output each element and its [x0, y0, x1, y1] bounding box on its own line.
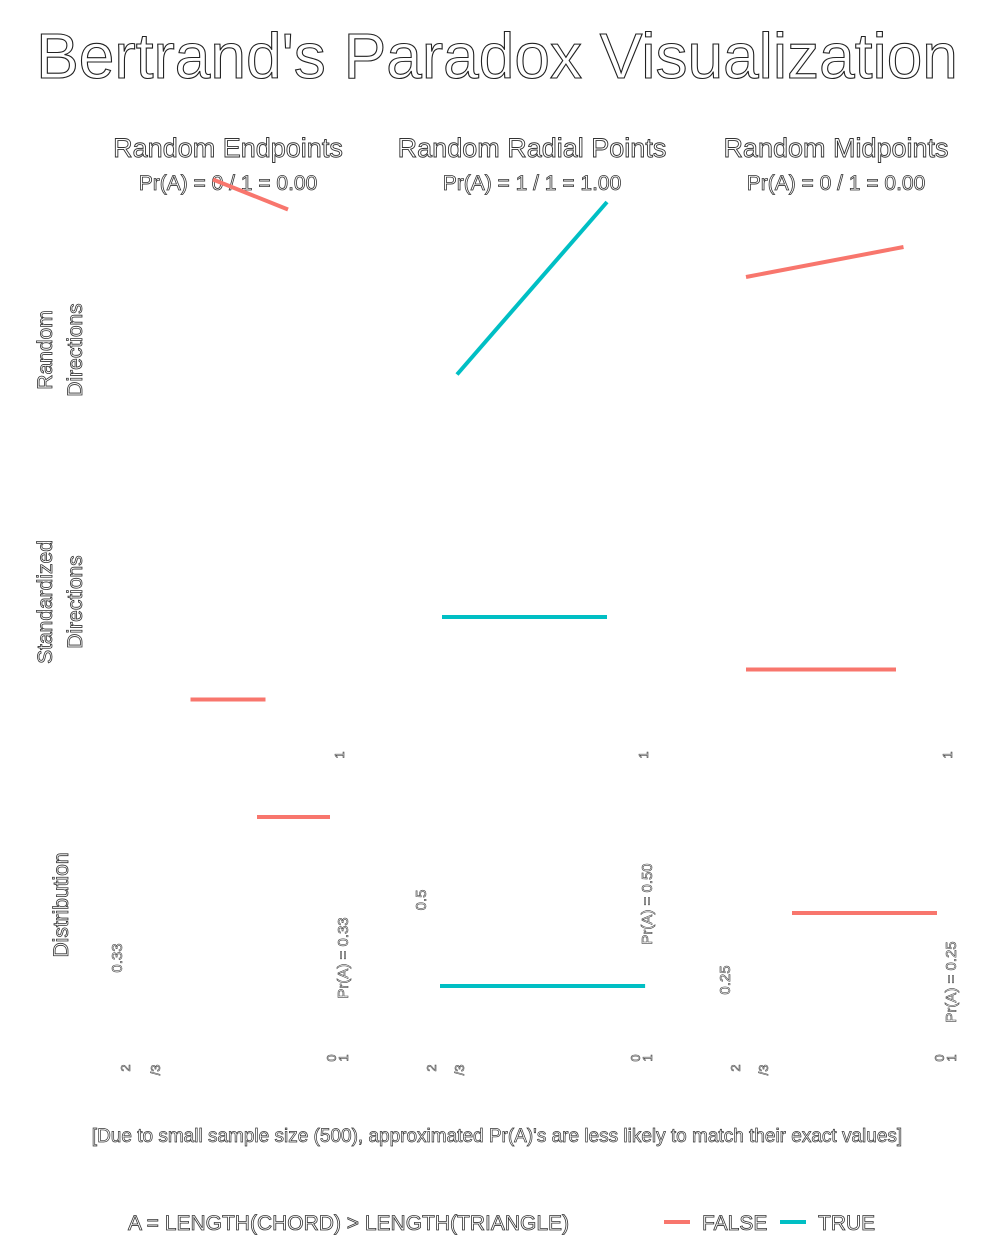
- legend-label-true: TRUE: [818, 1212, 875, 1235]
- chord-segment: [455, 200, 609, 376]
- tick-label: 1: [944, 1054, 959, 1061]
- column-title-endpoints: Random Endpoints: [113, 133, 343, 163]
- tick-label: 1: [332, 751, 347, 758]
- tick-label: 1: [336, 1054, 351, 1061]
- tick-label: 0: [628, 1054, 643, 1061]
- marker-label-endpoints: 0.33: [109, 943, 126, 972]
- tick-label: 1: [640, 1054, 655, 1061]
- annotation-midpoints: Pr(A) = 0.25: [943, 941, 960, 1022]
- annotation-endpoints: Pr(A) = 0.33: [335, 917, 352, 998]
- marker-label-midpoints: 0.25: [717, 965, 734, 994]
- tick-label: /3: [148, 1065, 163, 1076]
- tick-label: /3: [452, 1065, 467, 1076]
- marker-label-radial: 0.5: [413, 890, 430, 911]
- legend-label-false: FALSE: [702, 1212, 767, 1235]
- column-subtitle-radial: Pr(A) = 1 / 1 = 1.00: [443, 172, 622, 195]
- row-label-standardized-2: Directions: [64, 555, 87, 648]
- annotation-radial: Pr(A) = 0.50: [639, 863, 656, 944]
- chord-segment: [212, 177, 289, 212]
- row-label-random-2: Directions: [64, 303, 87, 396]
- legend: A = LENGTH(CHORD) > LENGTH(TRIANGLE) FAL…: [128, 1212, 876, 1236]
- column-title-radial: Random Radial Points: [398, 133, 667, 163]
- column-subtitle-midpoints: Pr(A) = 0 / 1 = 0.00: [747, 172, 926, 195]
- row-label-random-1: Random: [34, 310, 57, 389]
- tick-label: 1: [940, 751, 955, 758]
- tick-label: 0: [324, 1054, 339, 1061]
- tick-label: 2: [728, 1064, 743, 1071]
- chord-segment: [745, 245, 904, 279]
- chord-segments: [190, 177, 937, 988]
- chart-title: Bertrand's Paradox Visualization: [36, 20, 958, 92]
- row-label-standardized-1: Standardized: [34, 540, 57, 664]
- row-label-distribution: Distribution: [50, 852, 73, 957]
- tick-label: /3: [756, 1065, 771, 1076]
- legend-title: A = LENGTH(CHORD) > LENGTH(TRIANGLE): [128, 1212, 569, 1235]
- tick-label: 0: [932, 1054, 947, 1061]
- column-title-midpoints: Random Midpoints: [723, 133, 948, 163]
- tick-label: 2: [424, 1064, 439, 1071]
- tick-label: 2: [118, 1064, 133, 1071]
- caption: [Due to small sample size (500), approxi…: [92, 1126, 902, 1147]
- tick-label: 1: [636, 751, 651, 758]
